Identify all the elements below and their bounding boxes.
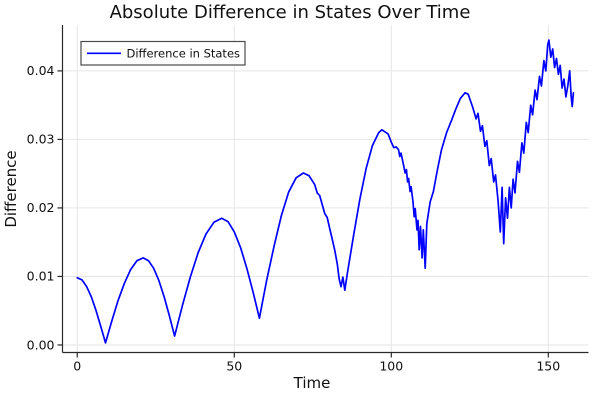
x-axis-label: Time: [293, 374, 331, 392]
x-tick-label: 0: [73, 359, 81, 374]
y-tick-label: 0.01: [27, 269, 55, 284]
gridlines: [62, 25, 589, 353]
y-tick-label: 0.02: [27, 200, 55, 215]
legend-entry-label: Difference in States: [127, 47, 241, 61]
chart-title: Absolute Difference in States Over Time: [110, 2, 471, 23]
x-tick-label: 100: [379, 359, 403, 374]
x-tick-label: 50: [226, 359, 242, 374]
legend: Difference in States: [80, 40, 246, 66]
y-axis-label: Difference: [2, 150, 20, 227]
legend-box: [80, 40, 246, 66]
y-tick-label: 0.00: [27, 337, 55, 352]
y-tick-label: 0.03: [27, 132, 55, 147]
data-line-series: [76, 39, 575, 344]
axes: [57, 25, 589, 358]
y-tick-label: 0.04: [27, 63, 55, 78]
x-tick-label: 150: [536, 359, 560, 374]
tick-labels: 0 50 100 150 0.00 0.01 0.02 0.03 0.04: [27, 63, 561, 373]
